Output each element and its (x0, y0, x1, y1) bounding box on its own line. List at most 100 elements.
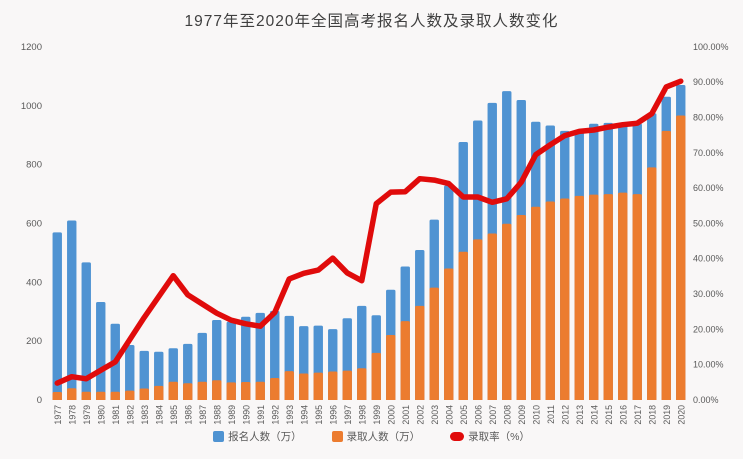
legend-line-marker (450, 432, 465, 441)
bar-admitted-1993 (284, 371, 294, 400)
x-tick-label-1980: 1980 (97, 405, 107, 425)
chart-legend: 报名人数（万） 录取人数（万） 录取率（%） (0, 429, 743, 444)
bar-admitted-2000 (386, 334, 396, 400)
y-left-tick-label: 800 (26, 160, 42, 171)
bar-applicants-1991 (255, 312, 265, 400)
y-right-tick-label: 10.00% (693, 360, 724, 370)
x-tick-label-1997: 1997 (343, 405, 353, 425)
y-right-tick-label: 30.00% (693, 289, 724, 299)
x-tick-label-1994: 1994 (300, 405, 310, 425)
bar-admitted-1998 (357, 368, 367, 400)
bar-applicants-1979 (81, 262, 91, 400)
bar-admitted-2011 (545, 201, 555, 400)
x-tick-label-2018: 2018 (648, 405, 658, 425)
y-right-tick-label: 100.00% (693, 42, 729, 52)
bar-admitted-2002 (415, 305, 425, 400)
x-tick-label-2009: 2009 (517, 405, 527, 425)
y-right-tick-label: 80.00% (693, 112, 724, 122)
x-tick-label-2014: 2014 (590, 405, 600, 425)
bar-admitted-1996 (328, 371, 338, 400)
x-tick-label-1998: 1998 (358, 405, 368, 425)
x-tick-label-1986: 1986 (184, 405, 194, 425)
bar-admitted-2015 (603, 194, 613, 400)
bar-admitted-2013 (574, 195, 584, 400)
y-left-tick-label: 0 (37, 395, 42, 406)
legend-item-1: 录取人数（万） (331, 429, 421, 444)
x-tick-label-2003: 2003 (430, 405, 440, 425)
bar-admitted-1985 (168, 381, 178, 400)
y-right-tick-label: 90.00% (693, 77, 724, 87)
x-tick-label-1983: 1983 (140, 405, 150, 425)
x-tick-label-1991: 1991 (256, 405, 266, 425)
y-right-tick-label: 70.00% (693, 148, 724, 158)
legend-label: 录取人数（万） (346, 431, 421, 443)
bar-admitted-1984 (154, 385, 164, 400)
x-tick-label-2013: 2013 (575, 405, 585, 425)
bar-applicants-1990 (241, 316, 251, 400)
x-tick-label-2012: 2012 (561, 405, 571, 425)
bar-applicants-1977 (52, 232, 62, 400)
x-tick-label-2011: 2011 (546, 405, 556, 424)
legend-square-marker (331, 431, 343, 442)
bar-admitted-1992 (270, 377, 280, 400)
bar-admitted-2006 (473, 239, 483, 400)
x-tick-label-1999: 1999 (372, 405, 382, 425)
bar-admitted-1981 (110, 391, 120, 400)
x-tick-label-2000: 2000 (387, 405, 397, 425)
bar-admitted-2009 (516, 214, 526, 400)
bar-admitted-1995 (313, 372, 323, 400)
bar-admitted-1986 (183, 383, 193, 400)
x-tick-label-2004: 2004 (445, 405, 455, 425)
x-tick-label-1985: 1985 (169, 405, 179, 425)
x-tick-label-2006: 2006 (474, 405, 484, 425)
bar-admitted-1994 (299, 373, 309, 400)
bar-admitted-1999 (371, 352, 381, 400)
bar-admitted-2016 (618, 192, 628, 400)
x-tick-label-2007: 2007 (488, 405, 498, 425)
x-tick-label-1984: 1984 (155, 405, 165, 425)
legend-label: 录取率（%） (468, 431, 530, 443)
y-right-tick-label: 0.00% (693, 395, 719, 405)
bar-applicants-1992 (270, 310, 280, 400)
y-right-tick-label: 60.00% (693, 183, 724, 193)
x-tick-label-1995: 1995 (314, 405, 324, 425)
x-tick-label-1987: 1987 (198, 405, 208, 425)
bar-admitted-2003 (429, 287, 439, 400)
y-right-tick-label: 40.00% (693, 254, 724, 264)
bar-admitted-1979 (81, 391, 91, 400)
bar-applicants-1988 (212, 319, 222, 400)
x-tick-label-1977: 1977 (53, 405, 63, 425)
legend-square-marker (213, 431, 225, 442)
bar-admitted-1977 (52, 392, 62, 400)
bar-applicants-1989 (226, 321, 236, 400)
x-tick-label-2005: 2005 (459, 405, 469, 425)
x-tick-label-2001: 2001 (401, 405, 411, 425)
bar-admitted-2010 (531, 206, 541, 400)
bar-admitted-1980 (96, 391, 106, 400)
x-tick-label-1990: 1990 (242, 405, 252, 425)
bar-admitted-1989 (226, 382, 236, 400)
x-tick-label-1981: 1981 (111, 405, 121, 425)
x-tick-label-1978: 1978 (68, 405, 78, 425)
x-tick-label-1988: 1988 (213, 405, 223, 425)
bar-admitted-2008 (502, 223, 512, 400)
bar-admitted-2005 (458, 251, 468, 400)
bar-admitted-2017 (632, 194, 642, 400)
x-tick-label-2017: 2017 (633, 405, 643, 425)
bar-applicants-1982 (125, 344, 135, 400)
admission-rate-line (54, 78, 684, 386)
bar-applicants-1980 (96, 302, 106, 400)
legend-label: 报名人数（万） (228, 431, 302, 443)
y-left-tick-label: 1000 (21, 101, 42, 112)
x-tick-label-2016: 2016 (619, 405, 629, 425)
bar-admitted-1987 (197, 381, 207, 400)
bar-admitted-2004 (444, 268, 454, 400)
bar-admitted-1988 (212, 380, 222, 400)
x-tick-label-1992: 1992 (271, 405, 281, 425)
y-left-tick-label: 600 (26, 219, 42, 230)
x-tick-label-2008: 2008 (503, 405, 513, 425)
bar-applicants-1978 (67, 220, 77, 400)
bar-admitted-2018 (647, 167, 657, 400)
